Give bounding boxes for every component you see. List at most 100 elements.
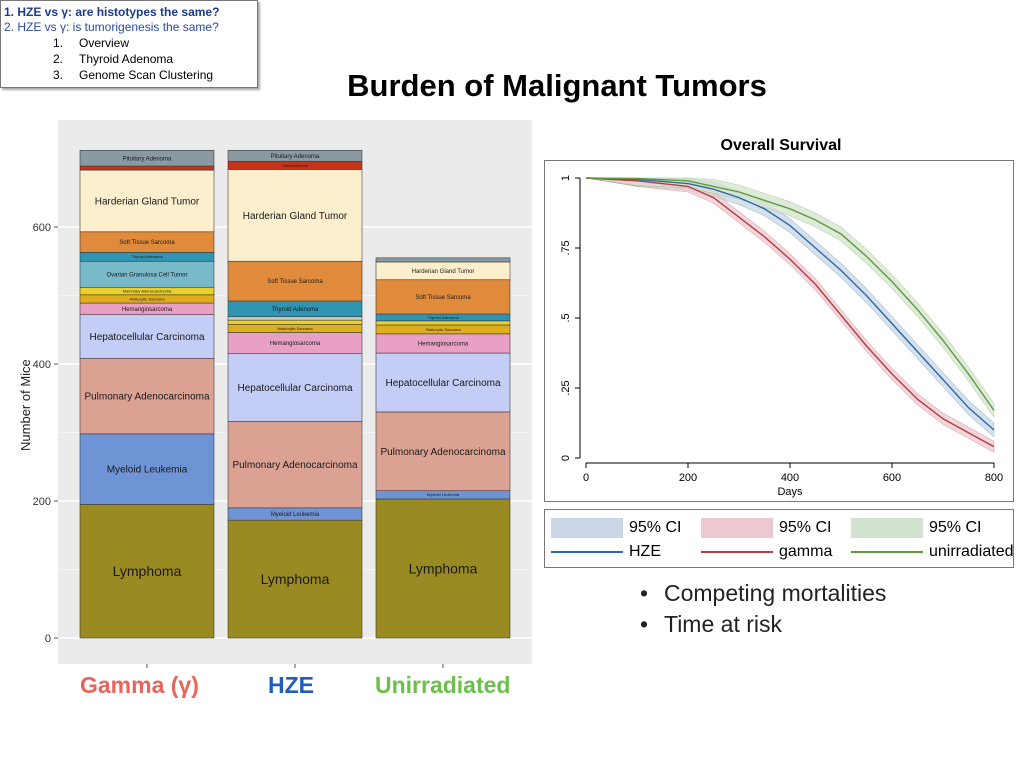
bar-segment xyxy=(79,260,215,288)
segment-label: Myeloid Leukemia xyxy=(271,512,320,518)
bar-segment xyxy=(227,260,363,302)
bar-segment xyxy=(79,314,215,359)
outline-sub-number: 2. xyxy=(53,52,64,66)
segment-label: Hepatocellular Carcinoma xyxy=(89,332,204,343)
group-label-gamma: Gamma (γ) xyxy=(80,672,199,698)
segment-label: Mammary Adenocarcinoma xyxy=(123,288,172,293)
segment-label: Lymphoma xyxy=(113,563,182,579)
legend-label: gamma xyxy=(779,543,833,560)
legend-label: 95% CI xyxy=(929,519,982,536)
outline-box: 1. HZE vs γ: are histotypes the same? 2.… xyxy=(0,0,258,88)
survival-chart: 0 .25 .5 .75 1 0 200 400 600 800 Days xyxy=(544,160,1014,502)
bar-segment xyxy=(79,358,215,435)
survival-line xyxy=(585,177,995,448)
segment-label: Osteosarcoma xyxy=(282,163,309,168)
bar-segment xyxy=(227,353,363,422)
segment-label: Pulmonary Adenocarcinoma xyxy=(84,392,210,403)
legend-label: HZE xyxy=(629,543,661,560)
survival-legend: 95% CI 95% CI 95% CI HZE gamma unirradia… xyxy=(544,509,1014,568)
bar-segment xyxy=(375,257,511,263)
y-tick-label: .75 xyxy=(560,240,572,255)
segment-label: Myeloid Leukemia xyxy=(107,465,188,476)
segment-label: Histiocytic Sarcoma xyxy=(277,326,313,331)
bar-segment xyxy=(227,319,363,325)
segment-label: Pulmonary Adenocarcinoma xyxy=(380,447,506,458)
y-tick-label: 0 xyxy=(45,633,51,645)
segment-label: Soft Tissue Sarcoma xyxy=(267,279,323,285)
bar-segment xyxy=(79,149,215,167)
x-tick-label: 0 xyxy=(583,472,589,484)
bar-segment xyxy=(227,421,363,509)
segment-label: Pulmonary Adenocarcinoma xyxy=(232,460,358,471)
bar-segment xyxy=(79,165,215,171)
stacked-bar-chart: 0 200 400 600 Number of Mice Lymphoma Myeloid … xyxy=(18,120,532,668)
legend-label: 95% CI xyxy=(779,519,832,536)
outline-sub-label: Genome Scan Clustering xyxy=(79,68,214,82)
x-tick-label: 400 xyxy=(781,472,799,484)
page-title: Burden of Malignant Tumors xyxy=(347,68,767,103)
survival-line xyxy=(585,177,995,411)
outline-item-2: 2. HZE vs γ: is tumorigenesis the same? xyxy=(4,20,219,34)
x-tick-label: 600 xyxy=(883,472,901,484)
legend-swatch xyxy=(701,551,773,553)
bar-segment xyxy=(227,149,363,162)
legend-swatch xyxy=(551,551,623,553)
segment-label: Pituitary Adenoma xyxy=(271,154,320,160)
segment-label: Harderian Gland Tumor xyxy=(412,269,475,275)
segment-label: Harderian Gland Tumor xyxy=(95,196,200,207)
segment-label: Hemangiosarcoma xyxy=(122,307,173,313)
segment-label: Hepatocellular Carcinoma xyxy=(237,383,352,394)
x-tick-label: 200 xyxy=(679,472,697,484)
legend-swatch xyxy=(551,518,623,538)
bullet-item: Competing mortalities xyxy=(640,578,886,609)
legend-swatch xyxy=(851,518,923,538)
bar-segment xyxy=(227,316,363,321)
group-label-unirradiated: Unirradiated xyxy=(375,672,511,698)
bar-segment xyxy=(375,320,511,326)
survival-chart-title: Overall Survival xyxy=(720,137,842,154)
bar-segment xyxy=(375,498,511,639)
legend-label: unirradiated xyxy=(929,543,1014,560)
y-tick-label: 1 xyxy=(560,175,572,181)
bullet-item: Time at risk xyxy=(640,609,886,640)
outline-sub-number: 1. xyxy=(53,36,64,50)
bar-segment xyxy=(375,279,511,315)
segment-label: Histiocytic Sarcoma xyxy=(425,327,461,332)
segment-label: Pituitary Adenoma xyxy=(123,156,172,162)
outline-sub-label: Overview xyxy=(79,36,130,50)
segment-label: Hepatocellular Carcinoma xyxy=(385,378,500,389)
segment-label: Histiocytic Sarcoma xyxy=(129,296,165,301)
legend-label: 95% CI xyxy=(629,519,682,536)
segment-label: Hemangiosarcoma xyxy=(418,342,469,348)
bar-segment xyxy=(227,519,363,639)
segment-label: Hemangiosarcoma xyxy=(270,341,321,347)
segment-label: Myeloid Leukemia xyxy=(427,492,460,497)
bullet-list: Competing mortalities Time at risk xyxy=(640,578,886,640)
y-tick-label: .25 xyxy=(560,380,572,395)
x-tick-label: 800 xyxy=(985,472,1003,484)
segment-label: Harderian Gland Tumor xyxy=(243,211,348,222)
bar-segment xyxy=(375,411,511,492)
segment-label: Ovarian Granulosa Cell Tumor xyxy=(106,272,187,278)
y-tick-label: 0 xyxy=(560,455,572,461)
legend-swatch xyxy=(701,518,773,538)
bar-segment xyxy=(79,504,215,639)
y-tick-label: 600 xyxy=(33,222,51,234)
y-tick-label: 400 xyxy=(33,359,51,371)
bar-segment xyxy=(79,169,215,233)
segment-label: Lymphoma xyxy=(409,560,478,576)
outline-sub-number: 3. xyxy=(53,68,64,82)
group-label-hze: HZE xyxy=(268,672,314,698)
outline-item-1: 1. HZE vs γ: are histotypes the same? xyxy=(4,5,220,19)
x-axis-label: Days xyxy=(777,486,803,498)
segment-label: Soft Tissue Sarcoma xyxy=(415,295,471,301)
y-tick-label: .5 xyxy=(560,313,572,322)
segment-label: Thyroid Adenoma xyxy=(131,254,163,259)
survival-line xyxy=(585,177,995,431)
segment-label: Thyroid Adenoma xyxy=(271,307,319,313)
y-tick-label: 200 xyxy=(33,496,51,508)
segment-label: Lymphoma xyxy=(261,571,330,587)
y-axis-label: Number of Mice xyxy=(18,359,33,451)
segment-label: Soft Tissue Sarcoma xyxy=(119,240,175,246)
segment-label: Thyroid Adenoma xyxy=(427,315,459,320)
